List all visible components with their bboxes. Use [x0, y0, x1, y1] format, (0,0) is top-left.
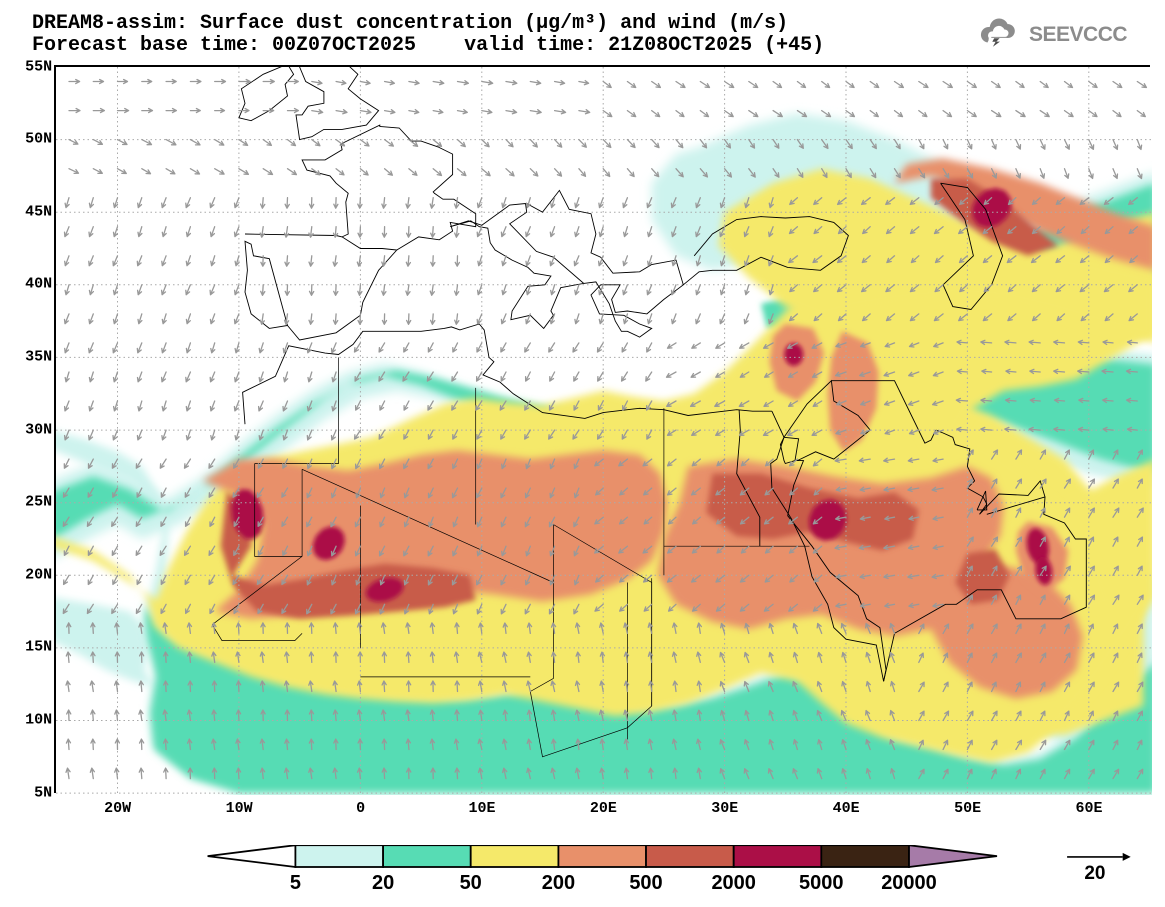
svg-text:2000: 2000: [711, 872, 756, 894]
svg-text:20000: 20000: [881, 872, 937, 894]
svg-text:SEEVCCC: SEEVCCC: [1029, 23, 1127, 46]
svg-text:5000: 5000: [799, 872, 844, 894]
svg-text:200: 200: [542, 872, 575, 894]
svg-text:20: 20: [1084, 863, 1105, 884]
svg-text:50: 50: [460, 872, 482, 894]
svg-text:20: 20: [372, 872, 394, 894]
svg-text:500: 500: [629, 872, 662, 894]
svg-text:5: 5: [290, 872, 301, 894]
